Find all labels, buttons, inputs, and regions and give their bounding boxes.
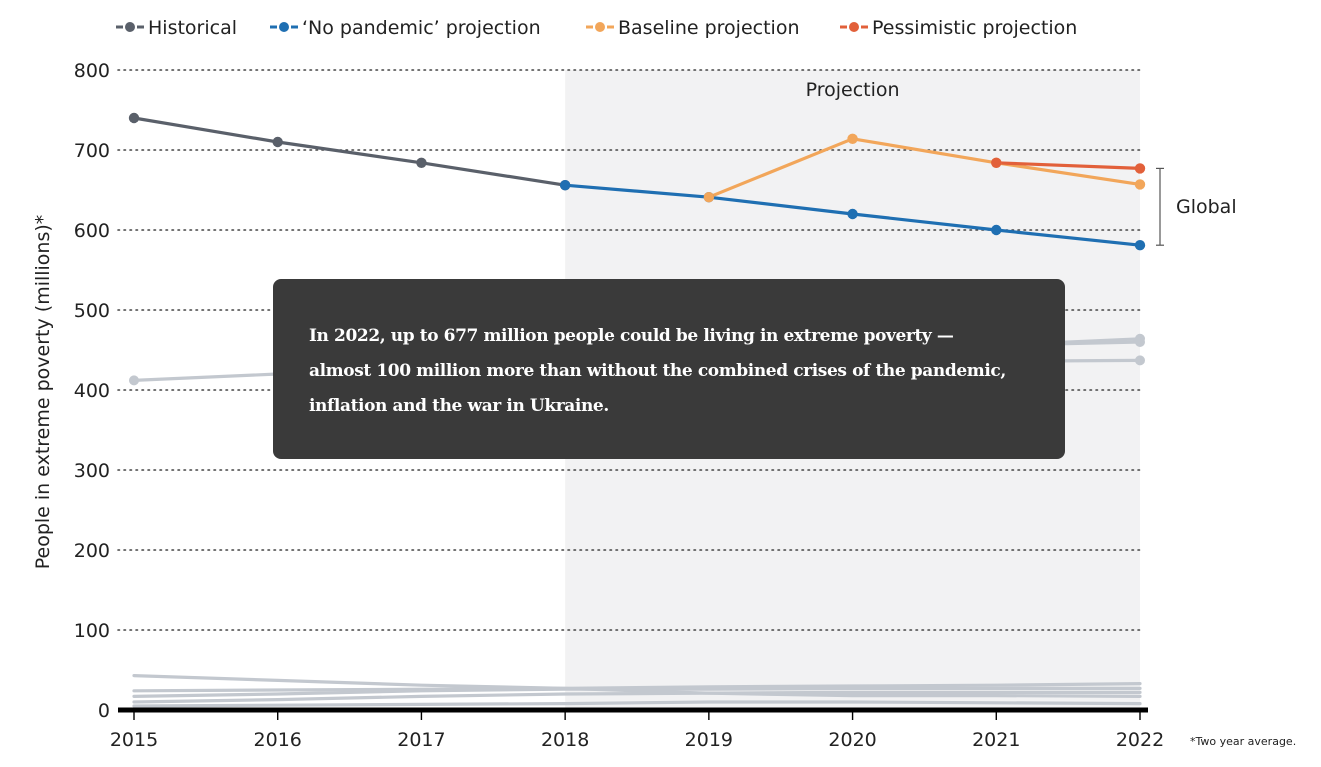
y-tick-label-500: 500 bbox=[74, 300, 110, 322]
y-tick-label-0: 0 bbox=[98, 700, 110, 722]
series-point-1-2015 bbox=[128, 112, 140, 124]
background-line-5 bbox=[132, 681, 1142, 693]
legend-label-3: Baseline projection bbox=[618, 17, 799, 39]
y-tick-label-800: 800 bbox=[74, 60, 110, 82]
series-point-3-2019 bbox=[703, 192, 715, 203]
background-line-4 bbox=[132, 673, 1142, 699]
annotations: Global *Two year average. bbox=[1156, 167, 1296, 748]
legend-swatch-dot bbox=[279, 22, 289, 32]
series-point-2-2020 bbox=[847, 208, 858, 220]
main-series-lines bbox=[128, 112, 1146, 251]
background-point bbox=[1135, 355, 1145, 366]
series-point-1-2016 bbox=[272, 136, 283, 148]
series-line-3 bbox=[707, 137, 1142, 199]
series-line-4 bbox=[994, 161, 1142, 170]
series-point-2-2021 bbox=[991, 224, 1002, 236]
legend-label-4: Pessimistic projection bbox=[872, 17, 1077, 39]
y-tick-label-300: 300 bbox=[74, 460, 110, 482]
background-line-7 bbox=[132, 690, 1142, 704]
background-point bbox=[1135, 337, 1145, 347]
series-point-2-2018 bbox=[559, 180, 571, 191]
y-axis-label: People in extreme poverty (millions)* bbox=[32, 215, 54, 570]
series-point-2-2022 bbox=[1134, 240, 1146, 251]
series-point-3-2022 bbox=[1134, 179, 1146, 190]
x-tick-label-2018: 2018 bbox=[541, 729, 589, 751]
series-point-4-2021 bbox=[991, 157, 1002, 168]
legend-swatch-dot bbox=[125, 22, 135, 32]
legend-label-2: ‘No pandemic’ projection bbox=[302, 17, 541, 39]
x-tick-label-2019: 2019 bbox=[685, 729, 733, 751]
legend: Historical ‘No pandemic’ projection Baseli… bbox=[116, 17, 1077, 39]
series-line-1 bbox=[132, 116, 567, 187]
x-tick-label-2017: 2017 bbox=[397, 729, 445, 751]
footnote: *Two year average. bbox=[1190, 735, 1296, 748]
y-tick-label-700: 700 bbox=[74, 140, 110, 162]
x-tick-label-2022: 2022 bbox=[1116, 729, 1164, 751]
bracket-label: Global bbox=[1176, 196, 1237, 218]
x-tick-label-2021: 2021 bbox=[972, 729, 1020, 751]
callout-text: In 2022, up to 677 million people could … bbox=[309, 326, 1006, 416]
x-tick-label-2020: 2020 bbox=[828, 729, 876, 751]
x-tick-label-2016: 2016 bbox=[254, 729, 302, 751]
y-tick-label-600: 600 bbox=[74, 220, 110, 242]
series-point-3-2020 bbox=[847, 133, 858, 144]
series-point-4-2022 bbox=[1134, 163, 1146, 174]
background-point bbox=[129, 375, 139, 386]
y-tick-label-200: 200 bbox=[74, 540, 110, 562]
callout-box: In 2022, up to 677 million people could … bbox=[273, 279, 1065, 459]
legend-label-1: Historical bbox=[148, 17, 237, 39]
y-tick-label-100: 100 bbox=[74, 620, 110, 642]
y-tick-label-400: 400 bbox=[74, 380, 110, 402]
projection-label: Projection bbox=[806, 79, 900, 101]
legend-swatch-dot bbox=[595, 22, 605, 32]
background-line-6 bbox=[132, 686, 1142, 699]
legend-swatch-dot bbox=[849, 22, 859, 32]
series-point-1-2017 bbox=[416, 157, 427, 168]
x-tick-label-2015: 2015 bbox=[110, 729, 158, 751]
axes: 2015 2016 2017 2018 2019 2020 2021 2022 People i… bbox=[32, 215, 1164, 751]
background-line-8 bbox=[132, 700, 1142, 708]
